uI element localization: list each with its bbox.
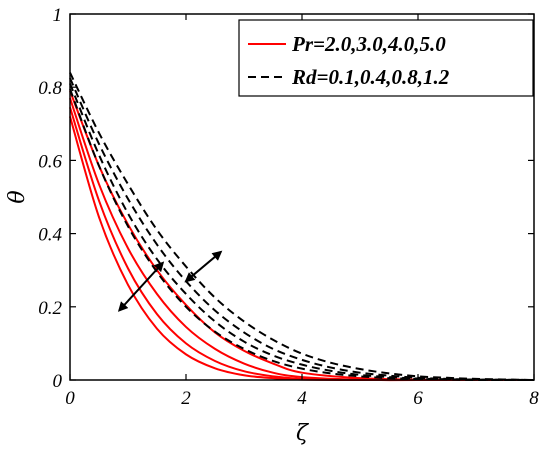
annotation-layer <box>117 250 223 312</box>
x-tick-label: 4 <box>297 388 307 409</box>
y-tick-label: 0.6 <box>38 151 62 172</box>
double-arrow-annotation-2 <box>184 250 223 283</box>
tick-layer: 0 2 4 6 8 0 0.2 0.4 0.6 0.8 1 <box>38 5 539 409</box>
y-tick-label: 0.2 <box>38 298 62 319</box>
double-arrow-annotation-1 <box>117 261 165 312</box>
legend-label-rd: Rd=0.1,0.4,0.8,1.2 <box>291 65 450 89</box>
y-tick-label: 0 <box>53 371 63 392</box>
x-tick-label: 6 <box>413 388 423 409</box>
legend-label-pr: Pr=2.0,3.0,4.0,5.0 <box>291 32 446 56</box>
y-tick-label: 0.4 <box>38 225 62 246</box>
series-line-rd-1 <box>69 72 535 381</box>
x-tick-label: 0 <box>65 388 75 409</box>
series-line-rd-4 <box>69 88 535 382</box>
y-tick-label: 1 <box>53 5 63 26</box>
legend-box <box>238 19 534 97</box>
y-tick-label: 0.8 <box>38 78 62 99</box>
x-axis-label: ζ <box>296 421 310 446</box>
x-tick-label: 8 <box>529 388 539 409</box>
x-tick-label: 2 <box>181 388 191 409</box>
y-axis-label: θ <box>5 190 30 203</box>
legend: Pr=2.0,3.0,4.0,5.0 Rd=0.1,0.4,0.8,1.2 <box>238 19 534 97</box>
